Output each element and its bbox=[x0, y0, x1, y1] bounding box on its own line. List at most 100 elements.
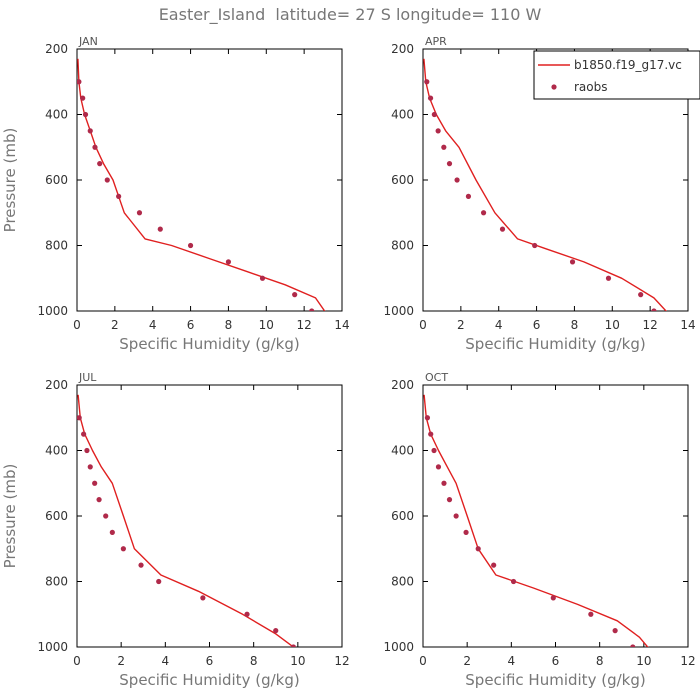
model-line bbox=[77, 394, 295, 647]
obs-point bbox=[273, 628, 279, 634]
obs-point bbox=[453, 513, 459, 519]
model-line bbox=[423, 394, 649, 647]
obs-point bbox=[550, 595, 556, 601]
obs-point bbox=[435, 464, 442, 470]
obs-point bbox=[651, 308, 657, 311]
x-tick-label: 10 bbox=[259, 318, 274, 332]
x-tick-label: 6 bbox=[552, 654, 560, 668]
x-tick-label: 6 bbox=[206, 654, 214, 668]
y-tick-label: 600 bbox=[391, 173, 414, 187]
x-tick-label: 12 bbox=[334, 654, 349, 668]
x-tick-label: 8 bbox=[225, 318, 233, 332]
obs-point bbox=[475, 546, 481, 552]
x-tick-label: 4 bbox=[508, 654, 516, 668]
obs-point bbox=[81, 431, 87, 437]
x-tick-label: 8 bbox=[571, 318, 579, 332]
x-tick-label: 6 bbox=[187, 318, 195, 332]
obs-point bbox=[290, 644, 297, 647]
y-axis-label: Pressure (mb) bbox=[1, 464, 19, 569]
y-tick-label: 800 bbox=[391, 575, 414, 589]
obs-point bbox=[92, 480, 98, 486]
figure-title: Easter_Island latitude= 27 S longitude= … bbox=[159, 5, 542, 25]
y-tick-label: 400 bbox=[391, 444, 414, 458]
x-tick-label: 14 bbox=[334, 318, 349, 332]
x-tick-label: 2 bbox=[117, 654, 125, 668]
x-tick-label: 0 bbox=[419, 654, 427, 668]
y-tick-label: 600 bbox=[45, 509, 68, 523]
model-line bbox=[423, 58, 667, 311]
panel-apr: 0 2 4 6 8 10 12 14 200 400 600 800 1000 APR Specific H… bbox=[383, 35, 695, 353]
panel-label-apr: APR bbox=[425, 35, 447, 48]
obs-point bbox=[244, 611, 250, 617]
obs-point bbox=[104, 177, 110, 183]
obs-point bbox=[431, 447, 437, 454]
obs-point bbox=[588, 611, 594, 617]
obs-point bbox=[187, 242, 194, 249]
obs-point bbox=[605, 275, 612, 281]
legend-model-label: b1850.f19_g17.vc bbox=[574, 58, 682, 72]
y-tick-label: 1000 bbox=[383, 640, 414, 654]
panel-jul: 0 2 4 6 8 10 12 200 400 600 800 1000 JUL Specific Hum… bbox=[1, 371, 350, 689]
legend-obs-swatch bbox=[551, 84, 557, 90]
obs-point bbox=[435, 128, 441, 134]
obs-point bbox=[309, 308, 315, 311]
obs-point bbox=[441, 144, 447, 150]
obs-point bbox=[156, 578, 162, 585]
panel-label-jul: JUL bbox=[78, 371, 97, 384]
y-tick-label: 400 bbox=[391, 108, 414, 122]
y-tick-label: 200 bbox=[45, 42, 68, 56]
x-tick-label: 10 bbox=[605, 318, 620, 332]
plot-frame-jan bbox=[76, 48, 343, 312]
y-tick-label: 1000 bbox=[37, 304, 68, 318]
obs-point bbox=[157, 226, 163, 232]
x-tick-label: 12 bbox=[643, 318, 658, 332]
obs-point bbox=[431, 111, 437, 118]
x-axis-label: Specific Humidity (g/kg) bbox=[465, 671, 645, 689]
plot-frame-oct bbox=[422, 384, 689, 648]
y-axis-label: Pressure (mb) bbox=[1, 128, 19, 233]
x-tick-label: 8 bbox=[250, 654, 258, 668]
x-tick-label: 6 bbox=[533, 318, 541, 332]
obs-point bbox=[87, 464, 93, 470]
x-tick-label: 0 bbox=[73, 654, 81, 668]
y-tick-label: 1000 bbox=[383, 304, 414, 318]
series-group-jul bbox=[77, 394, 297, 647]
x-tick-label: 0 bbox=[419, 318, 427, 332]
y-tick-label: 200 bbox=[45, 378, 68, 392]
model-line bbox=[77, 58, 326, 311]
obs-point bbox=[441, 480, 447, 486]
obs-point bbox=[446, 497, 453, 503]
x-tick-label: 4 bbox=[162, 654, 170, 668]
x-axis-label: Specific Humidity (g/kg) bbox=[465, 335, 645, 353]
y-tick-label: 800 bbox=[391, 239, 414, 253]
obs-point bbox=[569, 259, 576, 265]
x-tick-label: 10 bbox=[290, 654, 305, 668]
obs-point bbox=[77, 415, 82, 421]
obs-point bbox=[427, 95, 434, 101]
series-group-apr bbox=[423, 58, 667, 311]
obs-point bbox=[96, 497, 102, 503]
x-tick-label: 14 bbox=[680, 318, 695, 332]
panel-label-oct: OCT bbox=[425, 371, 448, 384]
panel-jan: 0 2 4 6 8 10 12 14 200 400 600 800 1000 JAN Specific H… bbox=[1, 35, 350, 353]
x-tick-label: 12 bbox=[680, 654, 695, 668]
y-tick-label: 800 bbox=[45, 239, 68, 253]
obs-point bbox=[612, 628, 618, 634]
obs-point bbox=[225, 259, 232, 265]
obs-point bbox=[424, 415, 431, 421]
obs-point bbox=[92, 144, 98, 150]
x-tick-label: 2 bbox=[457, 318, 465, 332]
obs-point bbox=[259, 275, 266, 281]
legend-box bbox=[533, 50, 700, 100]
obs-point bbox=[97, 161, 103, 167]
obs-point bbox=[84, 447, 90, 454]
x-tick-label: 0 bbox=[73, 318, 81, 332]
series-group-jan bbox=[77, 58, 326, 311]
obs-point bbox=[82, 111, 89, 118]
obs-point bbox=[510, 578, 517, 585]
x-tick-label: 4 bbox=[149, 318, 157, 332]
x-axis-label: Specific Humidity (g/kg) bbox=[119, 671, 299, 689]
series-group-oct bbox=[423, 394, 649, 647]
